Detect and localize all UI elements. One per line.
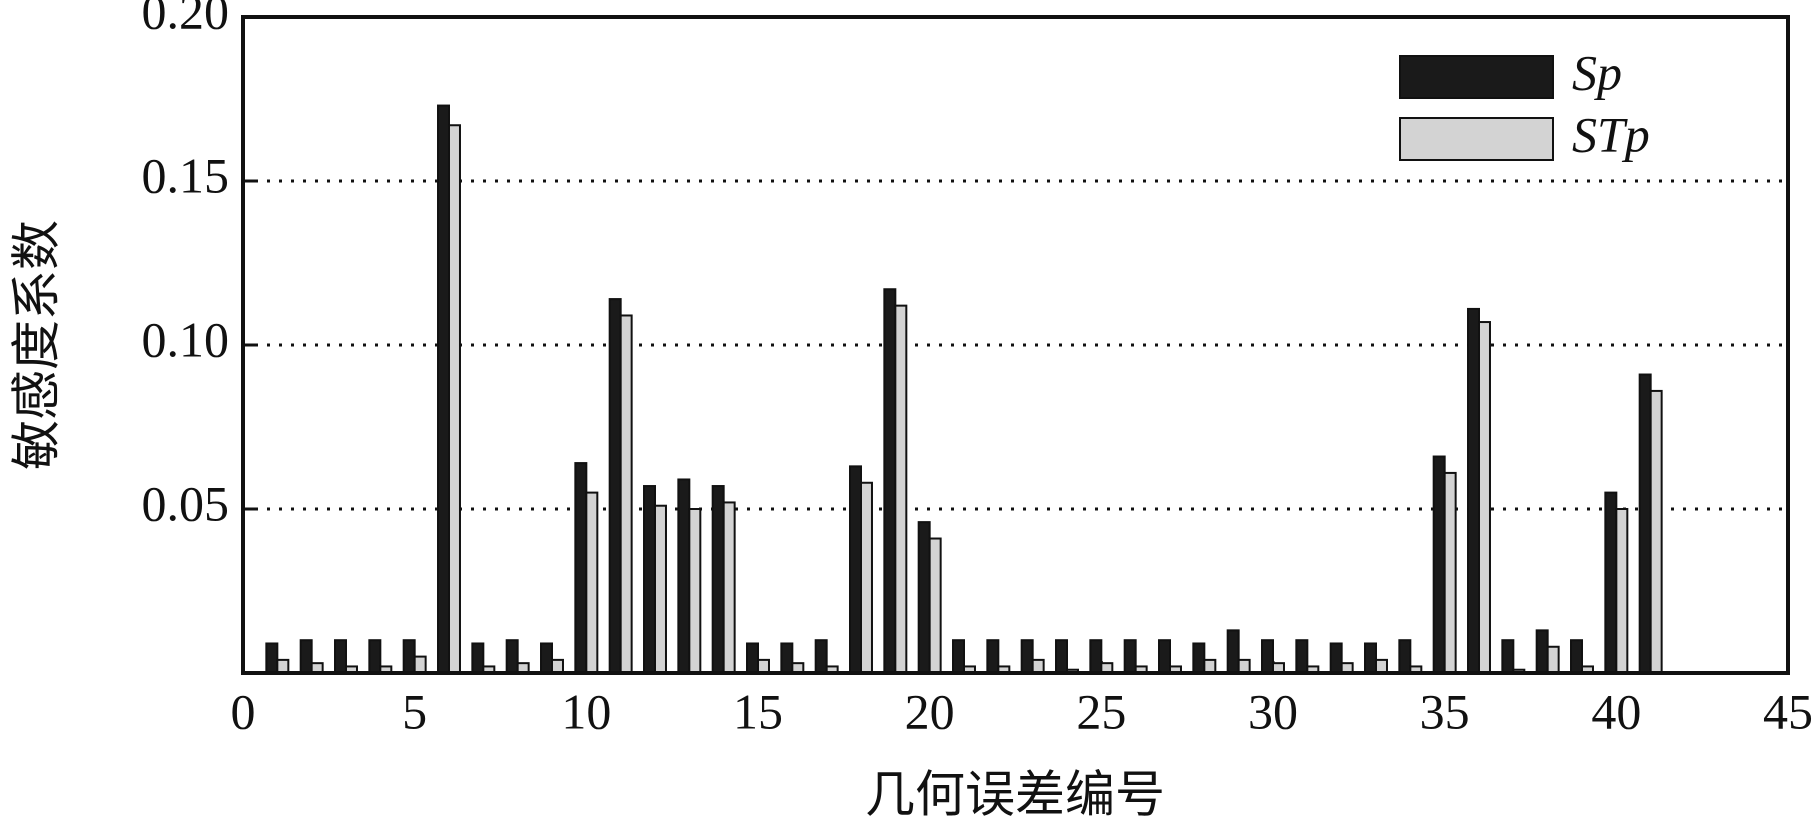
- bar: [1329, 642, 1343, 674]
- plot-frame: [241, 15, 1790, 675]
- bar: [952, 639, 965, 675]
- y-tick-label: 0.10: [142, 311, 230, 367]
- bar: [883, 288, 897, 674]
- bar: [471, 642, 485, 674]
- legend-text: STp: [1572, 106, 1650, 162]
- legend-swatch: [1399, 117, 1554, 161]
- bar: [402, 639, 416, 675]
- x-tick-label: 45: [1763, 683, 1813, 739]
- bar: [917, 521, 931, 674]
- bar: [1638, 373, 1652, 674]
- bar: [1055, 639, 1068, 675]
- x-tick-label: 25: [1076, 683, 1126, 739]
- bar: [1443, 471, 1457, 675]
- bar: [368, 639, 382, 675]
- bar: [574, 462, 588, 674]
- bar: [448, 124, 461, 675]
- bar: [1089, 639, 1103, 675]
- bar: [1261, 639, 1274, 675]
- x-axis-label: 几何误差编号: [865, 766, 1165, 822]
- bar: [1570, 639, 1583, 675]
- bar: [860, 481, 873, 675]
- bar: [1364, 642, 1377, 674]
- bar: [849, 465, 862, 674]
- legend-text: Sp: [1572, 44, 1622, 100]
- bar: [1398, 639, 1412, 675]
- bar: [986, 639, 1000, 675]
- bar: [334, 639, 348, 675]
- y-tick-label: 0.20: [142, 0, 230, 39]
- bar: [643, 485, 656, 675]
- bar: [608, 298, 622, 674]
- x-tick-label: 10: [561, 683, 611, 739]
- bar: [654, 504, 667, 674]
- bar: [814, 639, 828, 675]
- x-tick-label: 20: [905, 683, 955, 739]
- y-tick-label: 0.05: [142, 475, 230, 531]
- x-tick-label: 40: [1591, 683, 1641, 739]
- bar: [1123, 639, 1137, 675]
- x-tick-label: 15: [733, 683, 783, 739]
- y-tick-label: 0.15: [142, 147, 230, 203]
- legend-swatch: [1399, 55, 1554, 99]
- x-tick-label: 35: [1420, 683, 1470, 739]
- bar: [1192, 642, 1206, 674]
- bar: [688, 508, 702, 674]
- x-tick-label: 5: [402, 683, 427, 739]
- bar: [1432, 455, 1446, 674]
- bar: [1615, 508, 1629, 674]
- bar: [780, 642, 794, 674]
- x-tick-label: 0: [231, 683, 256, 739]
- bar: [1649, 389, 1663, 674]
- bar: [505, 639, 519, 675]
- bar: [1501, 639, 1515, 675]
- bar: [677, 478, 691, 675]
- bar: [619, 314, 633, 674]
- bar: [1158, 639, 1171, 675]
- bar: [746, 642, 759, 674]
- bar: [1604, 491, 1618, 674]
- bar: [928, 537, 942, 675]
- bar: [711, 485, 725, 675]
- y-axis-label: 敏感度系数: [8, 220, 64, 470]
- bar: [1546, 645, 1560, 675]
- x-tick-label: 30: [1248, 683, 1298, 739]
- bar: [1226, 629, 1240, 674]
- bar: [722, 501, 736, 674]
- bar: [299, 639, 313, 675]
- bar: [437, 104, 451, 674]
- bar: [413, 655, 427, 674]
- bar: [1020, 639, 1034, 675]
- bar: [894, 304, 908, 674]
- bar: [585, 491, 599, 674]
- bar: [1478, 321, 1491, 674]
- bar: [1535, 629, 1549, 674]
- bar: [540, 642, 553, 674]
- bar: [1467, 307, 1480, 674]
- bar: [265, 642, 279, 674]
- bar: [1295, 639, 1309, 675]
